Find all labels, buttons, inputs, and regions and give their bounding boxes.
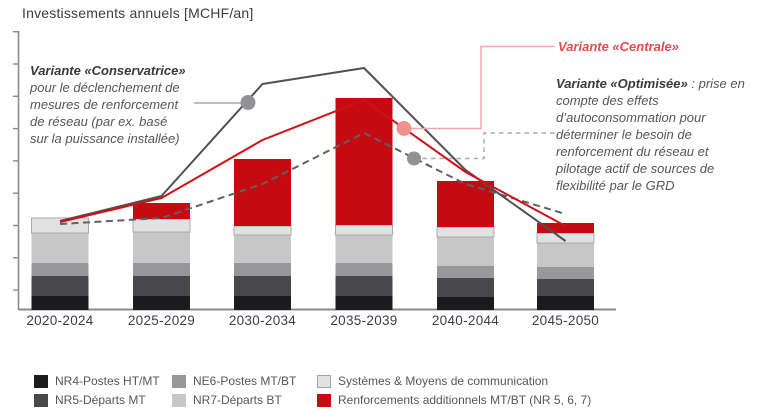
legend-label: NE6-Postes MT/BT — [193, 374, 297, 388]
x-axis-label: 2020-2024 — [26, 313, 94, 328]
optimisee-connector — [414, 132, 555, 160]
line-centrale — [59, 99, 566, 227]
chart-title: Investissements annuels [MCHF/an] — [22, 5, 254, 21]
bar-segment-2040-2044 — [437, 237, 494, 266]
legend-swatch — [34, 394, 48, 407]
legend-label: NR5-Départs MT — [55, 393, 146, 407]
bar-segment-2045-2050 — [537, 223, 594, 233]
bar-segment-2030-2034 — [234, 159, 291, 226]
bar-segment-2025-2029 — [132, 218, 191, 233]
bar-segment-2035-2039 — [335, 296, 393, 310]
bar-segment-2035-2039 — [335, 235, 393, 263]
annotation-optimisee-suffix: : prise en — [687, 76, 745, 91]
legend-swatch — [317, 394, 331, 407]
bar-segment-2040-2044 — [437, 297, 494, 310]
line-optimisee — [59, 132, 566, 225]
bar-segment-2030-2034 — [234, 263, 291, 276]
bar-segment-2030-2034 — [234, 296, 291, 310]
bar-segment-2020-2024 — [31, 233, 89, 263]
bar-segment-2025-2029 — [133, 276, 190, 296]
bar-segment-2030-2034 — [234, 276, 291, 296]
bar-segment-2035-2039 — [335, 224, 393, 236]
bar-segment-2020-2024 — [31, 276, 89, 296]
legend-label: Systèmes & Moyens de communication — [338, 374, 549, 388]
bar-segment-2025-2029 — [133, 203, 190, 219]
x-axis-label: 2035-2039 — [330, 313, 398, 328]
legend-swatch — [172, 375, 186, 388]
annotation-conservatrice-body: pour le déclenchement de mesures de renf… — [30, 80, 180, 146]
x-axis-label: 2030-2034 — [228, 313, 297, 328]
legend-label: NR4-Postes HT/MT — [55, 374, 160, 388]
bar-segment-2040-2044 — [436, 226, 495, 238]
bar-segment-2035-2039 — [335, 276, 393, 296]
bar-segment-2035-2039 — [335, 98, 393, 225]
annotation-optimisee: Variante «Optimisée» : prise en compte d… — [556, 75, 766, 194]
bar-segment-2025-2029 — [133, 232, 190, 263]
bar-segment-2045-2050 — [537, 296, 594, 310]
x-axis-label: 2040-2044 — [431, 313, 500, 328]
bar-segment-2020-2024 — [31, 296, 89, 310]
bar-segment-2035-2039 — [335, 263, 393, 276]
centrale-connector — [404, 45, 555, 130]
bar-segment-2020-2024 — [31, 263, 89, 276]
bar-segment-2025-2029 — [133, 263, 190, 276]
bar-segment-2040-2044 — [437, 266, 494, 278]
bar-segment-2045-2050 — [537, 279, 594, 296]
annotation-optimisee-title: Variante «Optimisée» — [556, 76, 688, 91]
x-axis-label: 2025-2029 — [127, 313, 196, 328]
legend-label: Renforcements additionnels MT/BT (NR 5, … — [338, 393, 592, 407]
x-axis-label: 2045-2050 — [531, 313, 600, 328]
bar-segment-2045-2050 — [537, 267, 594, 279]
line-marker-dot — [396, 121, 412, 136]
bar-segment-2025-2029 — [133, 296, 190, 310]
bar-segment-2045-2050 — [536, 232, 595, 244]
bar-segment-2045-2050 — [537, 243, 594, 267]
annotation-optimisee-body: compte des effets d’autoconsommation pou… — [556, 93, 715, 193]
legend-swatch — [317, 375, 331, 388]
annotation-centrale: Variante «Centrale» — [558, 39, 679, 54]
annotation-conservatrice: Variante «Conservatrice» pour le déclenc… — [30, 62, 220, 147]
legend-swatch — [34, 375, 48, 388]
legend-label: NR7-Départs BT — [193, 393, 282, 407]
line-marker-dot — [407, 151, 421, 166]
legend-swatch — [172, 394, 186, 407]
annotation-centrale-title: Variante «Centrale» — [558, 39, 679, 54]
annotation-conservatrice-title: Variante «Conservatrice» — [30, 63, 186, 78]
bar-segment-2040-2044 — [437, 278, 494, 297]
line-marker-dot — [240, 95, 256, 110]
bar-segment-2040-2044 — [437, 181, 494, 227]
bar-segment-2030-2034 — [233, 225, 292, 236]
bar-segment-2020-2024 — [31, 217, 89, 234]
bar-segment-2030-2034 — [234, 235, 291, 263]
